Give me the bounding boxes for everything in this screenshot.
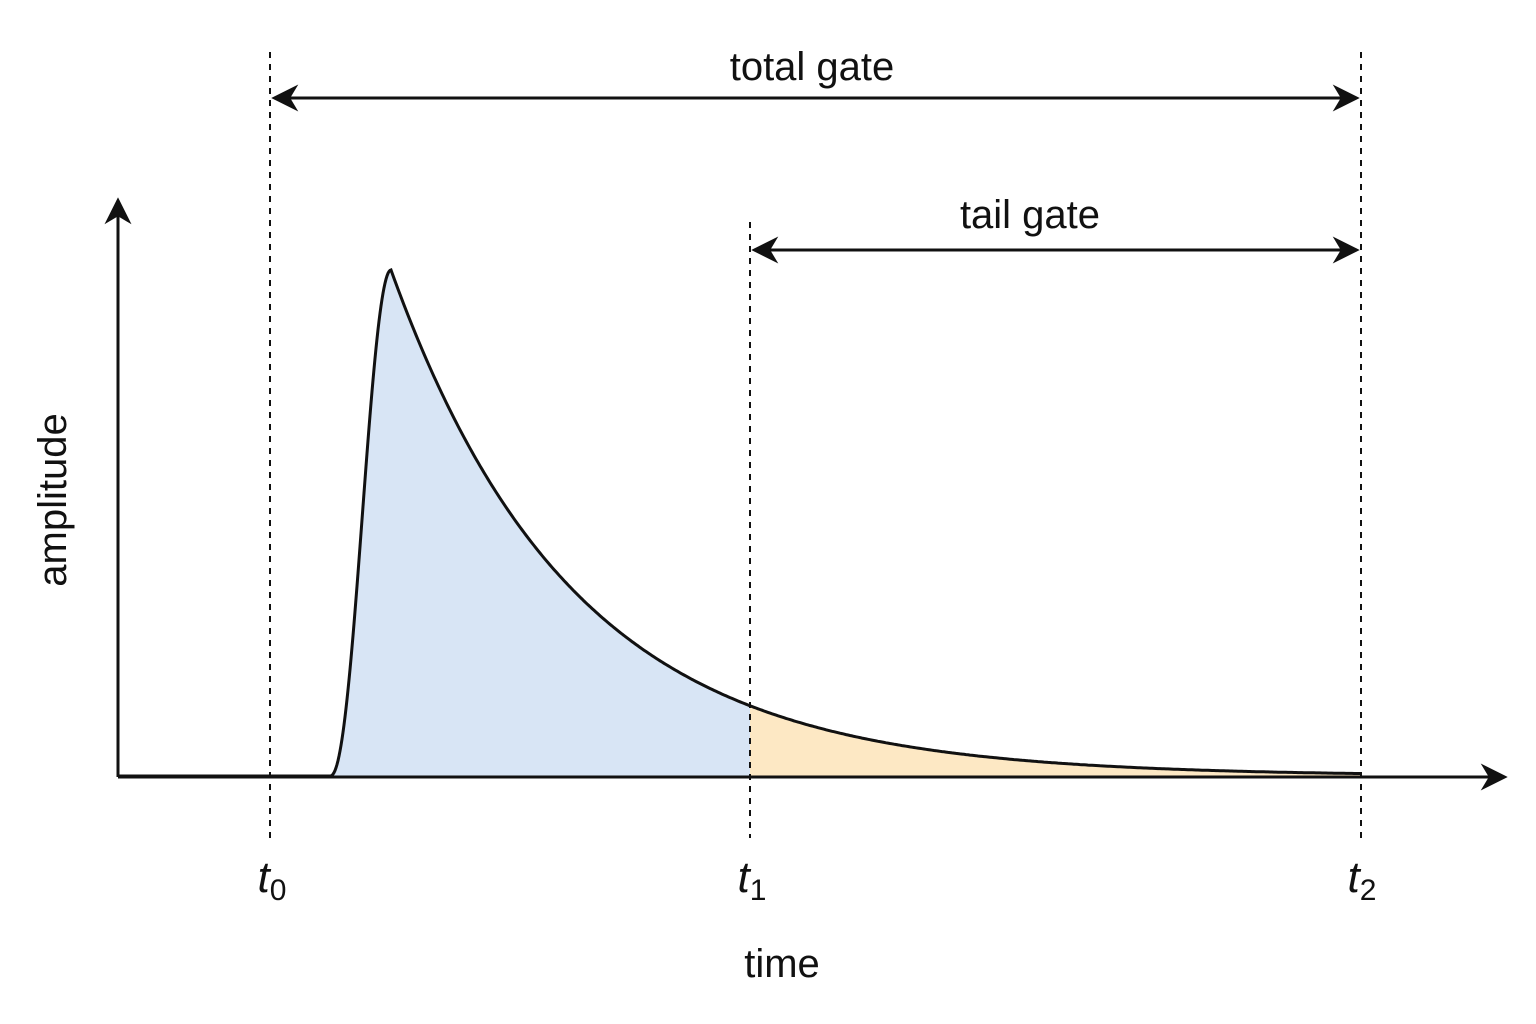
total-region-fill <box>330 270 750 776</box>
t1-label: t1 <box>738 853 767 907</box>
t0-label: t0 <box>258 853 287 907</box>
tail-region-fill <box>750 705 1361 776</box>
t2-label: t2 <box>1348 853 1377 907</box>
total-gate-label: total gate <box>730 45 895 89</box>
tail-gate-label: tail gate <box>960 193 1100 237</box>
pulse-waveform <box>118 268 1360 778</box>
y-axis-label: amplitude <box>31 413 75 586</box>
x-axis-label: time <box>744 942 820 986</box>
